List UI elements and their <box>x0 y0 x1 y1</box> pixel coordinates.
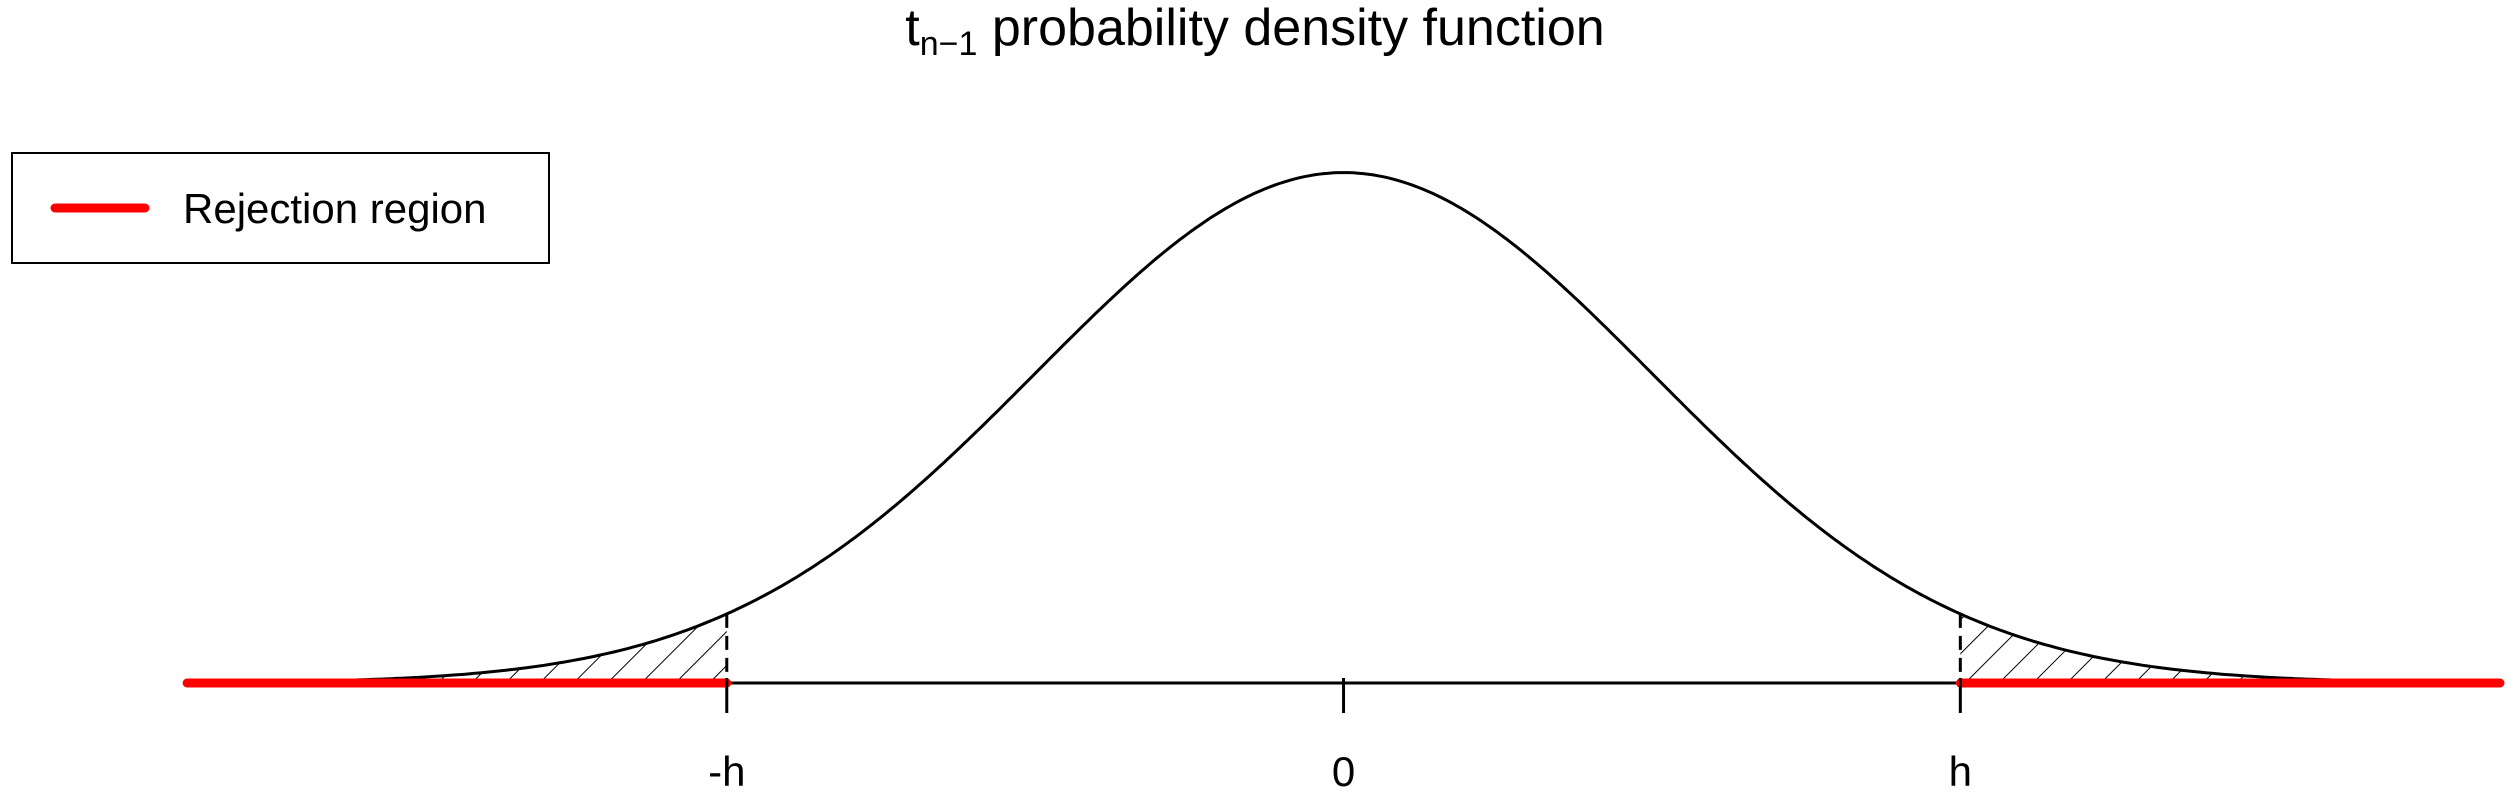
x-tick-label-0: -h <box>708 748 745 794</box>
legend: Rejection region <box>11 152 550 264</box>
x-ticks: -h 0 h <box>708 678 1972 794</box>
legend-label-rejection: Rejection region <box>183 185 487 232</box>
chart-title: tn−1 probability density function <box>905 0 1604 63</box>
chart-title-main: t <box>905 0 920 57</box>
chart-title-rest: probability density function <box>977 0 1604 57</box>
x-tick-label-1: 0 <box>1332 748 1355 794</box>
chart-title-subscript: n−1 <box>920 25 978 63</box>
density-curve <box>356 171 2331 682</box>
x-tick-label-2: h <box>1949 748 1972 794</box>
